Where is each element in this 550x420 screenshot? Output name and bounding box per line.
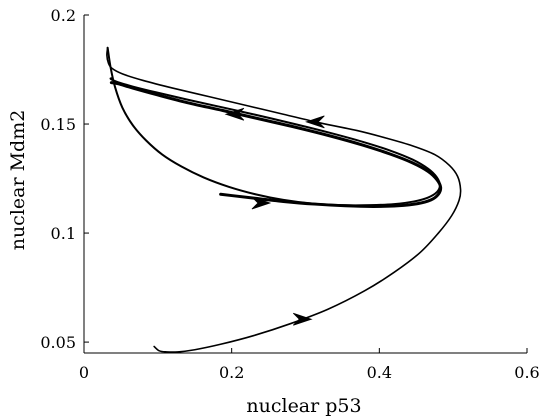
x-tick-label: 0 [79,363,89,382]
trajectory-segment-3 [109,81,443,208]
label-layer: 0 0.2 0.4 0.6 0.05 0.1 0.15 0.2 [40,6,539,382]
direction-arrow-1 [293,312,313,326]
trajectory-segment-2 [106,46,441,207]
direction-arrow-3 [305,115,325,129]
trajectory-segment-1 [106,46,462,353]
y-tick-label: 0.05 [40,333,76,352]
axes-layer [83,14,528,354]
x-axis-title: nuclear p53 [246,395,361,417]
y-axis-title: nuclear Mdm2 [7,110,29,251]
series-layer [106,46,462,353]
y-tick-label: 0.15 [40,115,76,134]
direction-arrow-4 [224,107,245,121]
x-tick-label: 0.2 [219,363,244,382]
direction-arrow-2 [251,196,272,210]
arrow-layer [224,107,325,326]
x-tick-label: 0.4 [367,363,392,382]
y-tick-label: 0.1 [51,224,76,243]
x-tick-label: 0.6 [514,363,539,382]
y-tick-label: 0.2 [51,6,76,25]
